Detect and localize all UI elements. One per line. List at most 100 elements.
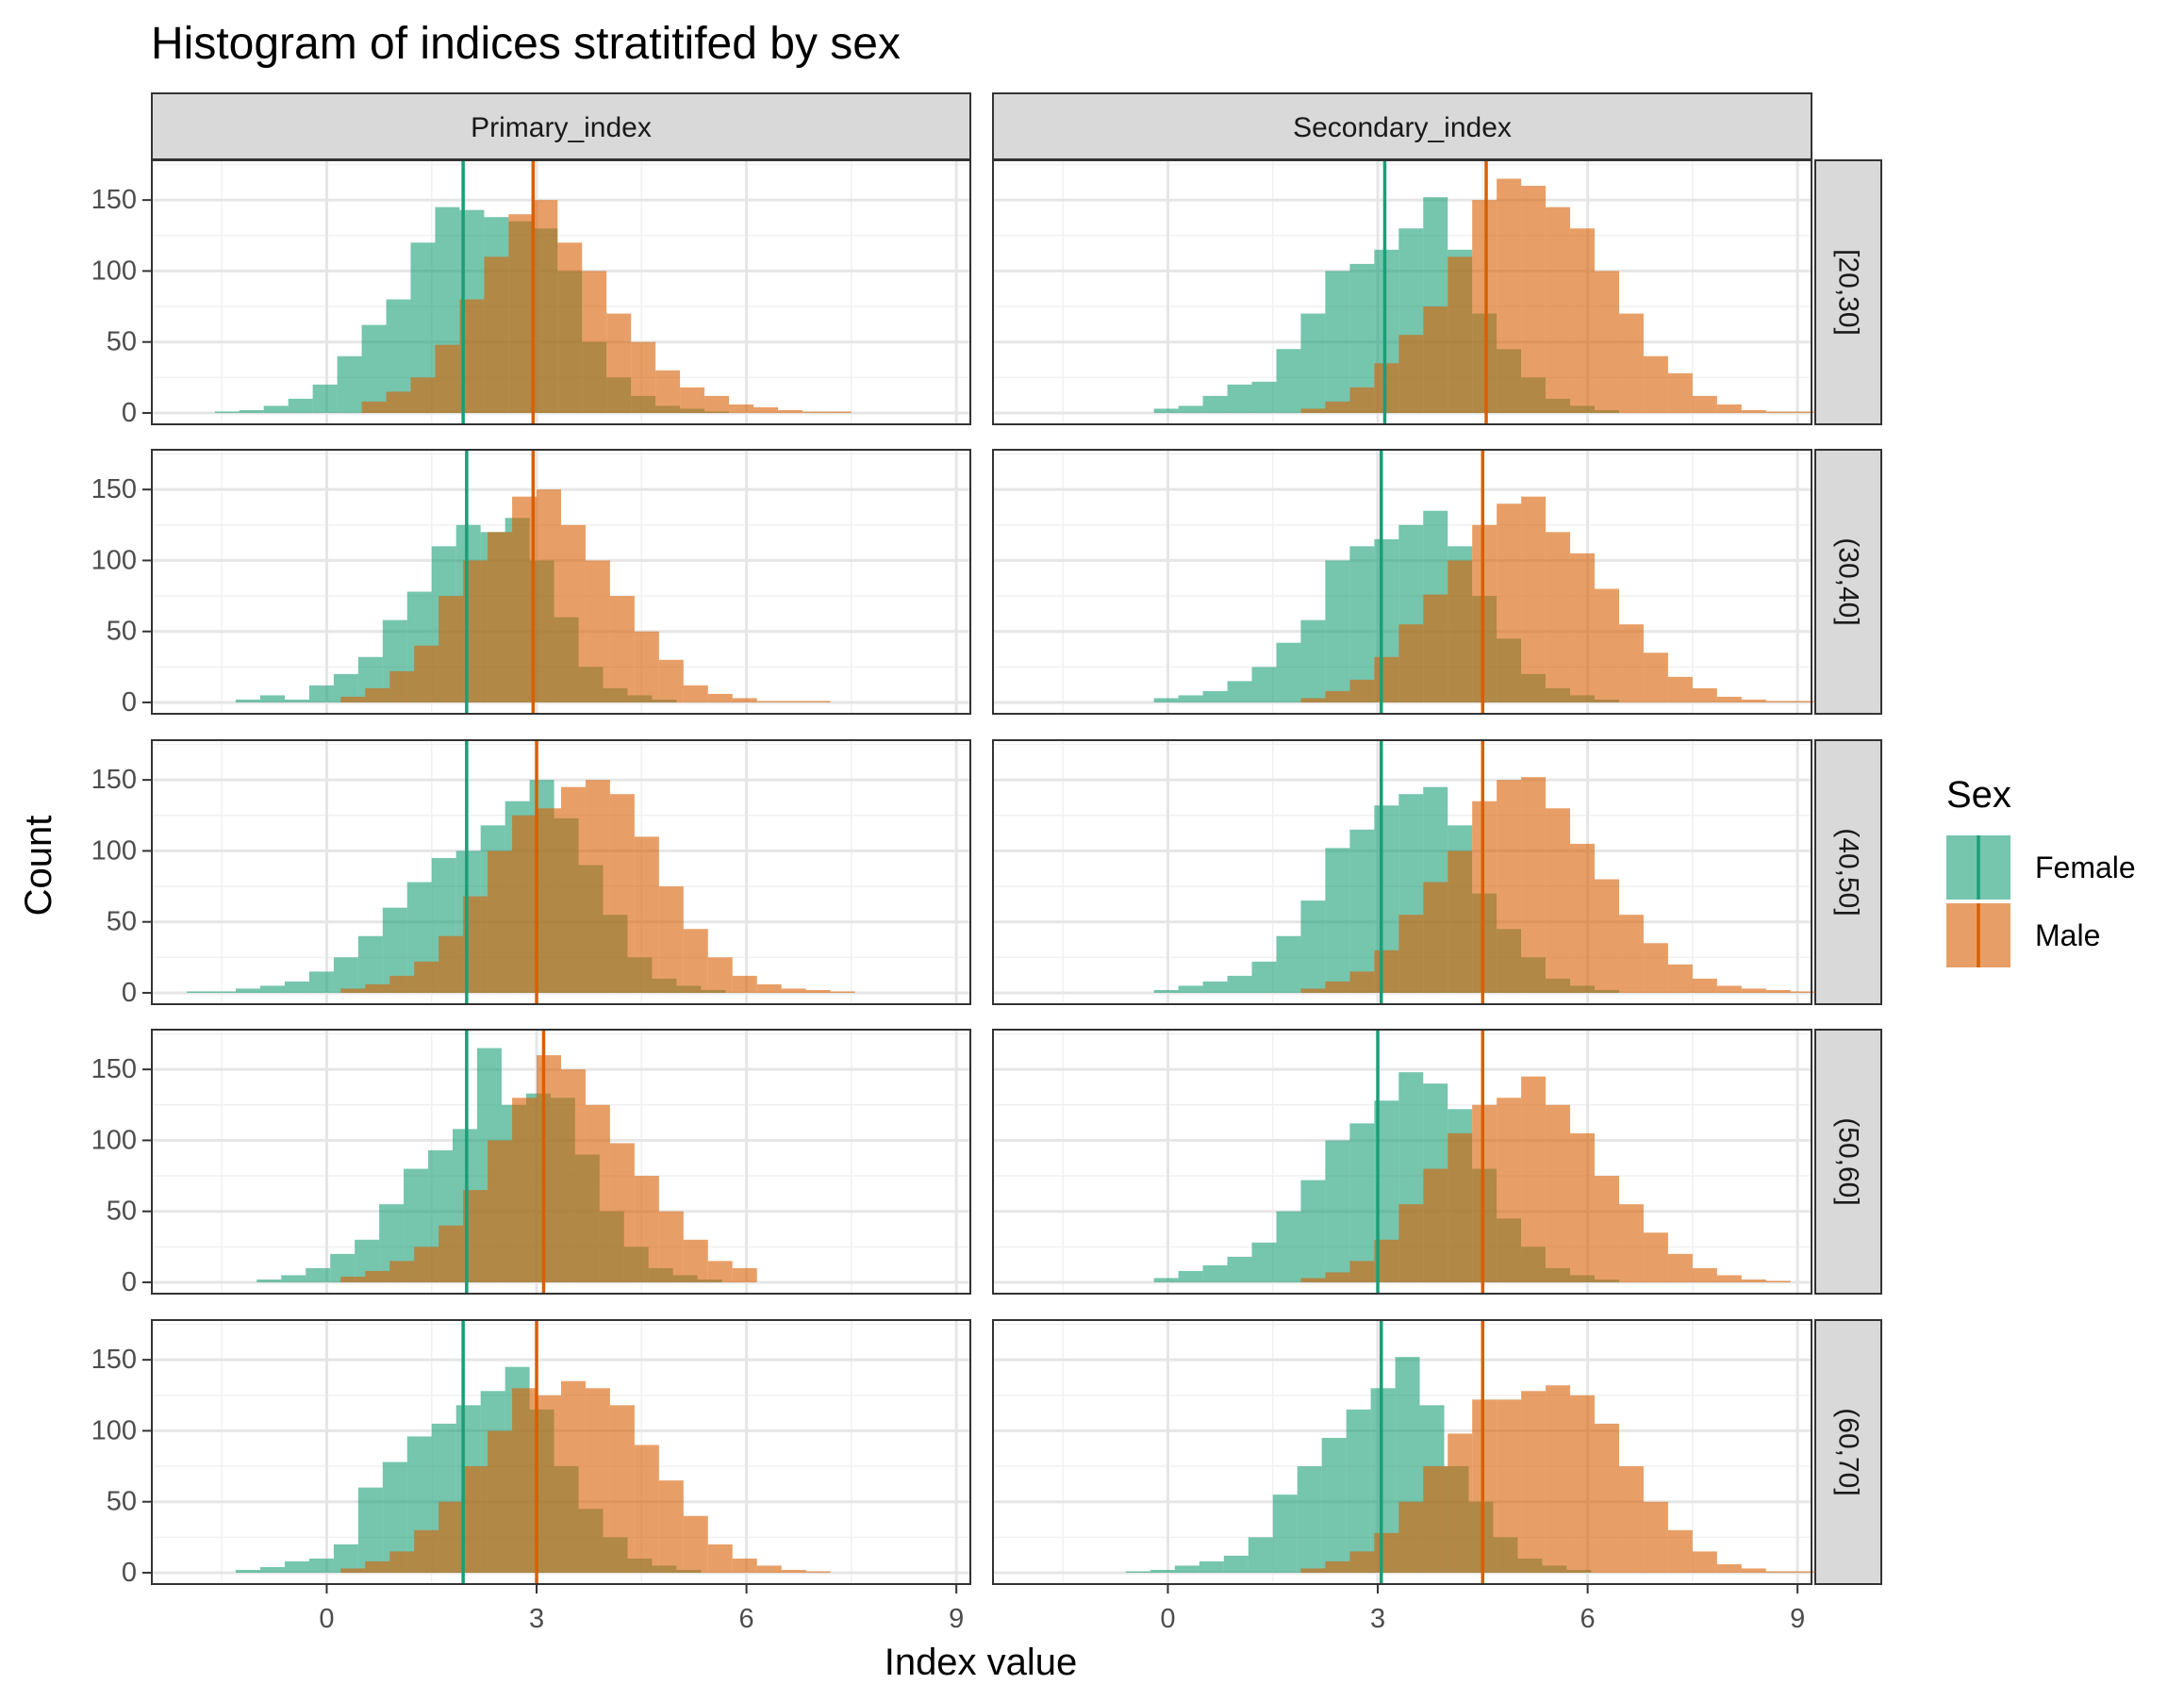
female-histogram-bar (236, 1569, 260, 1573)
facet-panel: 0 50 100 150 (91, 159, 971, 428)
male-histogram-bar (732, 698, 757, 702)
male-histogram-bar (1521, 1076, 1547, 1282)
x-axis-label: Index value (885, 1642, 1078, 1683)
male-histogram-bar (680, 387, 705, 413)
male-histogram-bar (488, 1430, 513, 1573)
male-histogram-bar (340, 1568, 366, 1573)
female-histogram-bar (1227, 975, 1252, 993)
male-histogram-bar (1325, 1272, 1350, 1282)
facet-panel (992, 449, 1815, 715)
y-tick-label: 150 (91, 185, 137, 215)
male-histogram-bar (386, 391, 411, 413)
column-strip-box (992, 92, 1812, 160)
male-histogram-bar (1790, 701, 1815, 702)
male-histogram-bar (1790, 1571, 1815, 1573)
panel-border (151, 159, 971, 425)
legend-label: Female (2035, 850, 2136, 884)
male-histogram-bar (634, 1445, 659, 1573)
male-histogram-bar (683, 685, 708, 702)
male-histogram-bar (1472, 1104, 1497, 1282)
legend-title: Sex (1946, 774, 2011, 816)
female-histogram-bar (1276, 349, 1301, 413)
male-histogram-bar (1398, 335, 1424, 413)
male-histogram-bar (1643, 1232, 1668, 1282)
male-histogram-bar (1595, 588, 1619, 702)
female-histogram-bar (1178, 985, 1203, 993)
y-tick-label: 0 (122, 1267, 137, 1297)
male-histogram-bar (488, 532, 513, 702)
male-histogram-bar (561, 524, 586, 702)
panel-border (151, 1029, 971, 1295)
male-histogram-bar (1325, 981, 1350, 993)
male-histogram-bar (830, 991, 855, 993)
male-histogram-bar (1448, 850, 1473, 993)
male-histogram-bar (340, 988, 366, 993)
male-histogram-bar (1667, 1529, 1693, 1573)
male-histogram-bar (1448, 256, 1473, 413)
male-histogram-bar (582, 271, 607, 413)
female-histogram-bar (1349, 546, 1375, 702)
male-histogram-bar (707, 693, 733, 702)
female-histogram-bar (1227, 384, 1252, 413)
female-histogram-bar (284, 1561, 309, 1573)
male-histogram-bar (634, 836, 659, 993)
x-tick-label: 9 (949, 1604, 964, 1634)
male-histogram-bar (1765, 1571, 1791, 1573)
male-histogram-bar (777, 409, 802, 413)
female-histogram-bar (259, 1566, 285, 1573)
y-tick-label: 50 (107, 907, 137, 937)
y-tick-label: 100 (91, 256, 137, 286)
male-histogram-bar (1497, 504, 1522, 702)
y-tick-label: 0 (122, 687, 137, 718)
facet-panel: 0 50 100 150 (91, 1029, 971, 1297)
female-histogram-bar (1174, 1565, 1200, 1573)
row-strip-label: (30,40] (1833, 537, 1864, 625)
male-histogram-bar (707, 1261, 733, 1282)
male-histogram-bar (1521, 496, 1547, 702)
female-histogram-bar (259, 695, 285, 702)
male-histogram-bar (1325, 401, 1350, 413)
male-histogram-bar (1374, 1532, 1399, 1573)
panel-border (992, 159, 1812, 425)
male-histogram-bar (533, 200, 558, 413)
male-histogram-bar (1667, 1253, 1693, 1282)
male-histogram-bar (683, 1515, 708, 1573)
female-histogram-bar (1202, 690, 1228, 702)
y-tick-label: 50 (107, 1487, 137, 1517)
male-histogram-bar (340, 696, 366, 702)
female-histogram-bar (1300, 313, 1326, 413)
male-histogram-bar (1595, 879, 1619, 993)
male-histogram-bar (1349, 971, 1375, 993)
row-strip-label: (60,70] (1833, 1408, 1864, 1495)
male-histogram-bar (631, 341, 656, 413)
male-histogram-bar (561, 1069, 586, 1282)
facet-panel: 0 50 100 150 (91, 449, 971, 718)
male-histogram-bar (1716, 696, 1742, 702)
male-histogram-bar (1521, 777, 1547, 993)
male-histogram-bar (1741, 988, 1766, 993)
panel-border (992, 1029, 1812, 1295)
male-histogram-bar (1643, 1501, 1668, 1573)
panel-border (151, 1319, 971, 1585)
male-histogram-bar (438, 935, 464, 993)
male-histogram-bar (557, 242, 583, 413)
row-strip-box (1814, 159, 1882, 425)
male-histogram-bar (365, 983, 390, 993)
female-histogram-bar (1153, 698, 1179, 702)
y-tick-label: 150 (91, 1054, 137, 1084)
male-histogram-bar (389, 670, 415, 702)
x-tick-label: 6 (739, 1604, 754, 1634)
female-histogram-bar (1153, 408, 1179, 413)
male-histogram-bar (753, 406, 778, 413)
male-histogram-bar (365, 1270, 390, 1282)
male-histogram-bar (1643, 355, 1668, 413)
row-strip-box (1814, 449, 1882, 715)
female-histogram-bar (1346, 1409, 1371, 1573)
female-histogram-bar (284, 981, 309, 993)
x-tick-label: 0 (1160, 1604, 1175, 1634)
y-tick-label: 100 (91, 545, 137, 575)
male-histogram-bar (537, 1395, 561, 1573)
male-histogram-bar (512, 1098, 538, 1282)
male-histogram-bar (537, 808, 561, 993)
male-histogram-bar (1497, 780, 1522, 993)
